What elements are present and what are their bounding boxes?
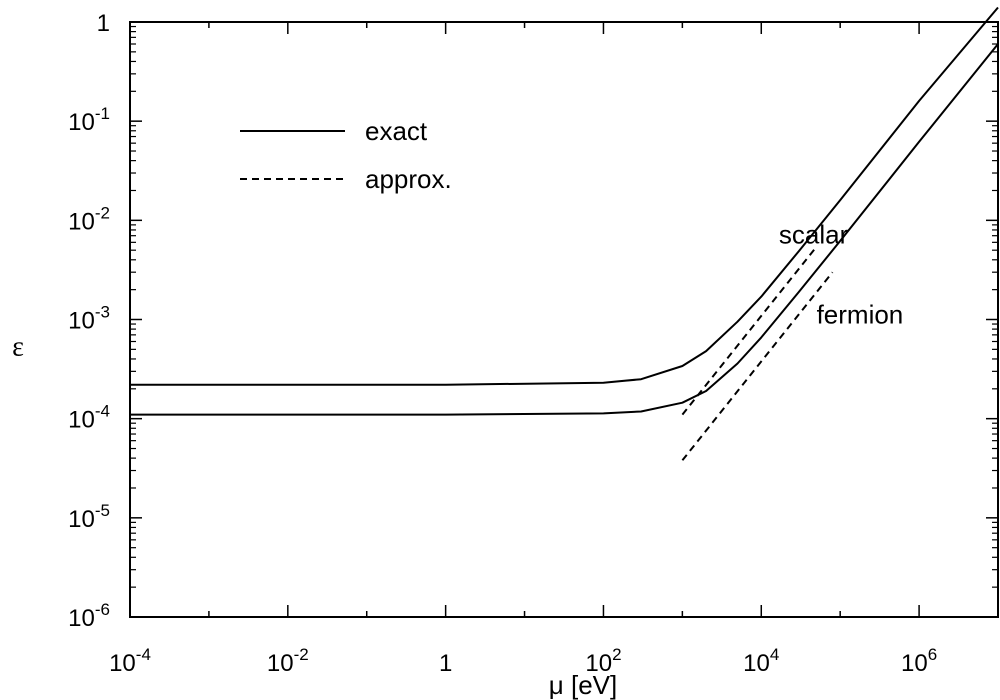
legend-label: exact [365, 116, 428, 146]
x-axis-label: μ [eV] [549, 670, 617, 700]
x-tick-label: 104 [743, 645, 779, 677]
y-axis-label: ε [12, 332, 24, 363]
tick-marks [129, 21, 999, 618]
chart-text: 10-4 10-2 1 102 104 106 1 10-1 10-2 10-3 10-4 10-5 1… [12, 10, 937, 700]
curve-annotation: scalar [779, 220, 849, 250]
x-tick-label: 1 [439, 650, 452, 677]
approx-line [681, 271, 834, 461]
exact-line [130, 6, 999, 386]
y-tick-label: 10-2 [68, 203, 110, 235]
x-tick-label: 106 [901, 645, 937, 677]
y-tick-label: 10-6 [68, 600, 110, 632]
y-tick-label: 10-4 [68, 402, 110, 434]
y-tick-label: 10-3 [68, 303, 110, 335]
approx-line [681, 246, 818, 416]
y-tick-label: 1 [97, 10, 110, 37]
x-tick-label: 102 [585, 645, 621, 677]
y-tick-label: 10-1 [68, 104, 110, 136]
x-tick-label: 10-4 [109, 645, 151, 677]
curve-annotation: fermion [817, 299, 904, 329]
legend-label: approx. [365, 164, 452, 194]
legend: exact approx. [240, 116, 452, 194]
exact-line [130, 43, 999, 416]
y-tick-label: 10-5 [68, 501, 110, 533]
x-tick-label: 10-2 [267, 645, 309, 677]
series-lines [130, 6, 999, 461]
